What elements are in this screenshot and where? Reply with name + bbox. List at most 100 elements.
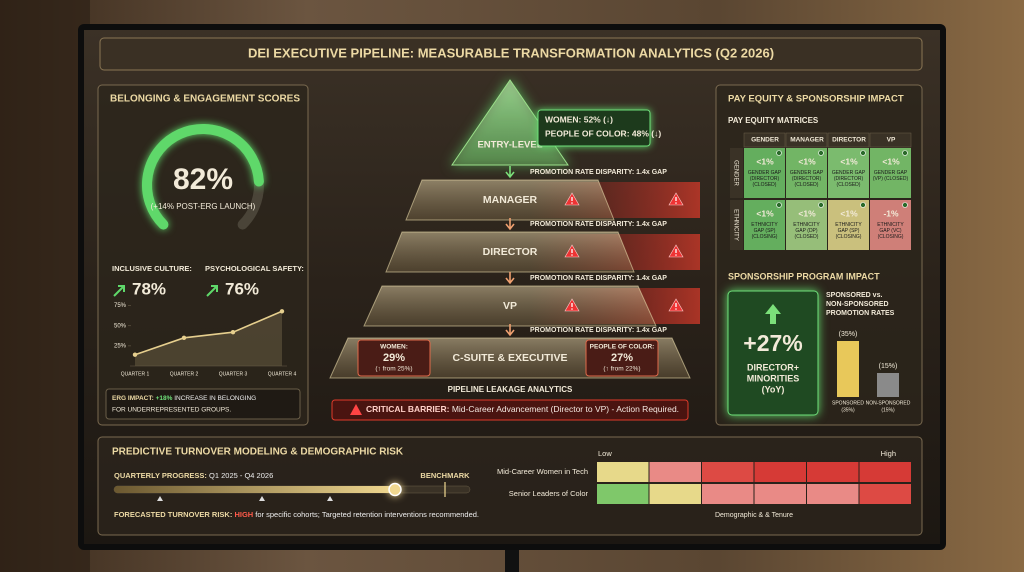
cell-value: <1%	[756, 208, 774, 218]
leakage-title: PIPELINE LEAKAGE ANALYTICS	[448, 385, 573, 394]
callout-change: (↑ from 25%)	[375, 366, 412, 373]
text-part: for specific cohorts; Targeted retention…	[255, 510, 479, 519]
line-area	[135, 311, 282, 366]
sponsor-box	[727, 290, 819, 416]
flow-arrow	[505, 166, 515, 179]
level-label: VP	[503, 300, 517, 312]
disparity-label: PROMOTION RATE DISPARITY: 1.4x GAP	[530, 327, 667, 334]
disparity-label: PROMOTION RATE DISPARITY: 1.4x GAP	[530, 169, 667, 176]
disparity-label: PROMOTION RATE DISPARITY: 1.4x GAP	[530, 275, 667, 282]
status-icon	[860, 202, 866, 208]
matrix-column: DIRECTOR	[832, 137, 866, 144]
entry-callout	[537, 109, 651, 147]
heatmap-cell	[649, 484, 701, 504]
text-part: +18%	[156, 395, 173, 402]
level-label: DIRECTOR	[483, 246, 538, 258]
matrix-cell	[828, 200, 869, 250]
sponsor-chart-heading: NON-SPONSORED	[826, 301, 889, 308]
status-icon	[776, 202, 782, 208]
status-icon	[818, 150, 824, 156]
cell-value: <1%	[840, 208, 858, 218]
scale-high: High	[881, 449, 896, 458]
status-icon	[818, 202, 824, 208]
bar-value-label: (35%)	[839, 331, 858, 338]
forecast: FORECASTED TURNOVER RISK: HIGH for speci…	[114, 510, 479, 519]
cell-note: GENDER GAP (DIRECTOR) (CLOSED)	[789, 170, 824, 188]
flow-arrow	[505, 272, 515, 285]
heatmap-cell	[597, 484, 649, 504]
metric-label: INCLUSIVE CULTURE:	[112, 264, 192, 273]
level-label: MANAGER	[483, 194, 538, 206]
matrix-cell	[786, 148, 827, 198]
sponsor-label: DIRECTOR+	[747, 362, 799, 372]
critical-barrier: CRITICAL BARRIER: Mid-Career Advancement…	[366, 404, 679, 414]
cell-note: GENDER GAP (VP) (CLOSED)	[872, 170, 909, 182]
heatmap-cell	[702, 484, 754, 504]
progress-label: QUARTERLY PROGRESS: Q1 2025 - Q4 2026	[114, 471, 273, 480]
matrix-cell	[828, 148, 869, 198]
metric-value: 76%	[225, 279, 259, 298]
progress-fill	[114, 486, 395, 493]
metric-value: 78%	[132, 279, 166, 298]
y-tick-label: 25%	[114, 343, 127, 349]
cell-note: ETHNICITY GAP (DP) (CLOSED)	[793, 222, 820, 240]
text-part: QUARTERLY PROGRESS:	[114, 471, 207, 480]
cell-note: ETHNICITY GAP (VC) (CLOSING)	[877, 222, 904, 240]
matrix-cell	[786, 200, 827, 250]
heatmap-cell	[859, 462, 911, 482]
scale-low: Low	[598, 449, 612, 458]
heatmap-row-label: Mid-Career Women in Tech	[497, 467, 588, 476]
line-point	[230, 329, 236, 335]
content: BELONGING & ENGAGEMENT SCORES 82% (+14% PO…	[105, 79, 912, 519]
status-icon	[860, 150, 866, 156]
callout-label: WOMEN:	[380, 344, 408, 351]
sponsor-label: (YoY)	[762, 384, 785, 394]
bar	[837, 341, 859, 397]
heatmap-cell	[754, 462, 806, 482]
benchmark-label: BENCHMARK	[420, 471, 470, 480]
entry-stat: WOMEN: 52% (↓)	[545, 114, 613, 124]
warning-dot	[675, 308, 677, 310]
panel-title: PAY EQUITY & SPONSORSHIP IMPACT	[728, 94, 904, 105]
bar-sub-label: (15%)	[881, 407, 895, 413]
warning-dot	[571, 202, 573, 204]
cell-note-box: ETHNICITY GAP (SP) (CLOSING)	[751, 222, 777, 240]
cell-note-box: GENDER GAP (DIRECTOR) (CLOSED)	[789, 170, 824, 188]
panel-subtitle: PAY EQUITY MATRICES	[728, 116, 819, 125]
erg-box	[105, 388, 301, 420]
cell-note-box: GENDER GAP (DIRECTOR) (CLOSED)	[832, 170, 865, 188]
text-part: Mid-Career Advancement (Director to VP) …	[452, 404, 679, 414]
warning-dot	[675, 254, 677, 256]
bar-value-label: (15%)	[879, 363, 898, 370]
csuite-callout	[585, 339, 659, 377]
heatmap-row-label: Senior Leaders of Color	[509, 489, 589, 498]
callout-label: PEOPLE OF COLOR:	[590, 344, 655, 351]
callout-change: (↑ from 22%)	[603, 366, 640, 373]
quarter-marker	[327, 496, 333, 501]
bar-category: SPONSORED	[832, 400, 864, 406]
heatmap-x-label: Demographic & & Tenure	[715, 512, 793, 519]
status-icon	[902, 150, 908, 156]
text-part: FORECASTED TURNOVER RISK:	[114, 510, 232, 519]
bar	[877, 373, 899, 397]
matrix-header	[869, 132, 912, 148]
x-tick-label: QUARTER 4	[268, 371, 297, 377]
entry-stat: PEOPLE OF COLOR: 48% (↓)	[545, 128, 661, 138]
x-tick-label: QUARTER 2	[170, 371, 199, 377]
cell-value: <1%	[798, 208, 816, 218]
cell-value: <1%	[840, 156, 858, 166]
level-label: C-SUITE & EXECUTIVE	[453, 352, 568, 364]
quarter-marker	[259, 496, 265, 501]
flow-arrow	[505, 324, 515, 337]
warning-dot	[571, 308, 573, 310]
text-part: Q1 2025 - Q4 2026	[209, 471, 273, 480]
cell-note: GENDER GAP (DIRECTOR) (CLOSED)	[747, 170, 782, 188]
bar-category: NON-SPONSORED	[866, 400, 911, 406]
matrix-cell	[870, 200, 911, 250]
matrix-row-label-bg	[730, 200, 743, 250]
erg-impact-line2: FOR UNDERREPRESENTED GROUPS.	[112, 407, 231, 414]
text-part: ERG IMPACT:	[112, 395, 154, 402]
matrix-row-label-bg	[730, 148, 743, 198]
progress-knob	[388, 482, 402, 497]
